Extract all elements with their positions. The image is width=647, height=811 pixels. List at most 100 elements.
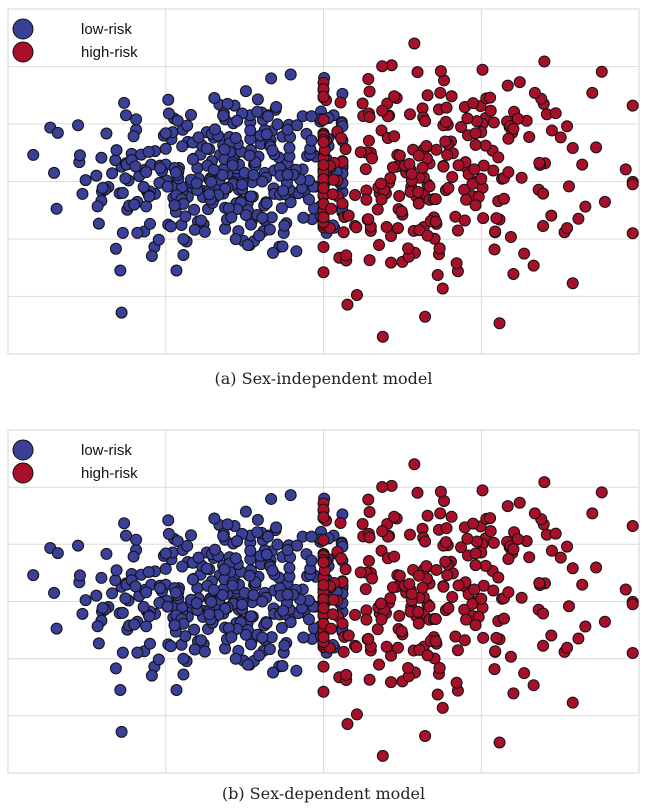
high-risk-point [429, 635, 442, 648]
high-risk-point [566, 696, 579, 709]
high-risk-point [376, 60, 389, 73]
low-risk-point [208, 543, 221, 556]
low-risk-point [106, 167, 119, 180]
high-risk-point [339, 143, 352, 156]
high-risk-point [317, 602, 330, 615]
high-risk-point [467, 97, 480, 110]
high-risk-point [626, 227, 639, 240]
low-risk-point [241, 238, 254, 251]
high-risk-point [527, 679, 540, 692]
high-risk-point [487, 584, 500, 597]
high-risk-point [342, 209, 355, 222]
low-risk-point [143, 637, 156, 650]
low-risk-point [154, 582, 167, 595]
high-risk-point [376, 525, 389, 538]
low-risk-point [239, 628, 252, 641]
low-risk-point [244, 610, 257, 623]
high-risk-point [375, 193, 388, 206]
high-risk-point [501, 79, 514, 92]
low-risk-point [271, 118, 284, 131]
high-risk-point [340, 249, 353, 262]
low-risk-point [229, 132, 242, 145]
low-risk-point [115, 306, 128, 319]
low-risk-point [208, 92, 221, 105]
high-risk-point [468, 163, 481, 176]
high-risk-point [419, 729, 432, 742]
low-risk-point [239, 208, 252, 221]
high-risk-point [408, 37, 421, 50]
low-risk-point [260, 617, 273, 630]
high-risk-point [490, 212, 503, 225]
low-risk-point [270, 100, 283, 113]
high-risk-point [371, 623, 384, 636]
low-risk-point [142, 566, 155, 579]
high-risk-point [373, 238, 386, 251]
high-risk-point [513, 76, 526, 89]
low-risk-point [190, 177, 203, 190]
high-risk-point [484, 525, 497, 538]
high-risk-point [446, 171, 459, 184]
low-risk-point [251, 513, 264, 526]
low-risk-point [48, 586, 61, 599]
low-risk-point [152, 233, 165, 246]
low-risk-point [265, 72, 278, 85]
high-risk-point [446, 591, 459, 604]
low-risk-point [305, 530, 318, 543]
high-risk-point [511, 533, 524, 546]
high-risk-point [549, 527, 562, 540]
low-risk-point [184, 529, 197, 542]
high-risk-point [423, 180, 436, 193]
low-risk-point [226, 579, 239, 592]
low-risk-point [207, 583, 220, 596]
low-risk-point [260, 128, 273, 141]
high-risk-point [317, 534, 330, 547]
low-risk-point [118, 96, 131, 109]
low-risk-point [207, 163, 220, 176]
low-risk-point [290, 664, 303, 677]
legend-marker [12, 462, 34, 484]
low-risk-point [162, 527, 175, 540]
high-risk-point [492, 571, 505, 584]
legend-label: low-risk [81, 442, 132, 459]
low-risk-point [244, 218, 257, 231]
high-risk-point [562, 180, 575, 193]
high-risk-point [412, 569, 425, 582]
low-risk-point [50, 622, 63, 635]
high-risk-point [572, 212, 585, 225]
chart-caption: (b) Sex-dependent model [221, 784, 426, 803]
high-risk-point [419, 310, 432, 323]
high-risk-point [484, 91, 497, 104]
high-risk-point [354, 566, 367, 579]
low-risk-point [261, 530, 274, 543]
high-risk-point [595, 65, 608, 78]
high-risk-point [395, 625, 408, 638]
high-risk-point [538, 55, 551, 68]
high-risk-point [566, 562, 579, 575]
low-risk-point [137, 181, 150, 194]
low-risk-point [263, 223, 276, 236]
low-risk-point [96, 602, 109, 615]
low-risk-point [281, 123, 294, 136]
high-risk-point [334, 516, 347, 529]
low-risk-point [265, 492, 278, 505]
high-risk-point [507, 267, 520, 280]
low-risk-point [161, 180, 174, 193]
low-risk-point [176, 140, 189, 153]
high-risk-point [327, 593, 340, 606]
low-risk-point [284, 616, 297, 629]
high-risk-point [350, 708, 363, 721]
high-risk-point [450, 257, 463, 270]
low-risk-point [90, 169, 103, 182]
low-risk-point [251, 93, 264, 106]
low-risk-point [171, 535, 184, 548]
high-risk-point [433, 662, 446, 675]
high-risk-point [326, 188, 339, 201]
low-risk-point [198, 645, 211, 658]
high-risk-point [561, 222, 574, 235]
low-risk-point [114, 683, 127, 696]
low-risk-point [283, 141, 296, 154]
high-risk-point [626, 646, 639, 659]
low-risk-point [114, 264, 127, 277]
high-risk-point [429, 215, 442, 228]
legend-label: high-risk [81, 465, 138, 482]
